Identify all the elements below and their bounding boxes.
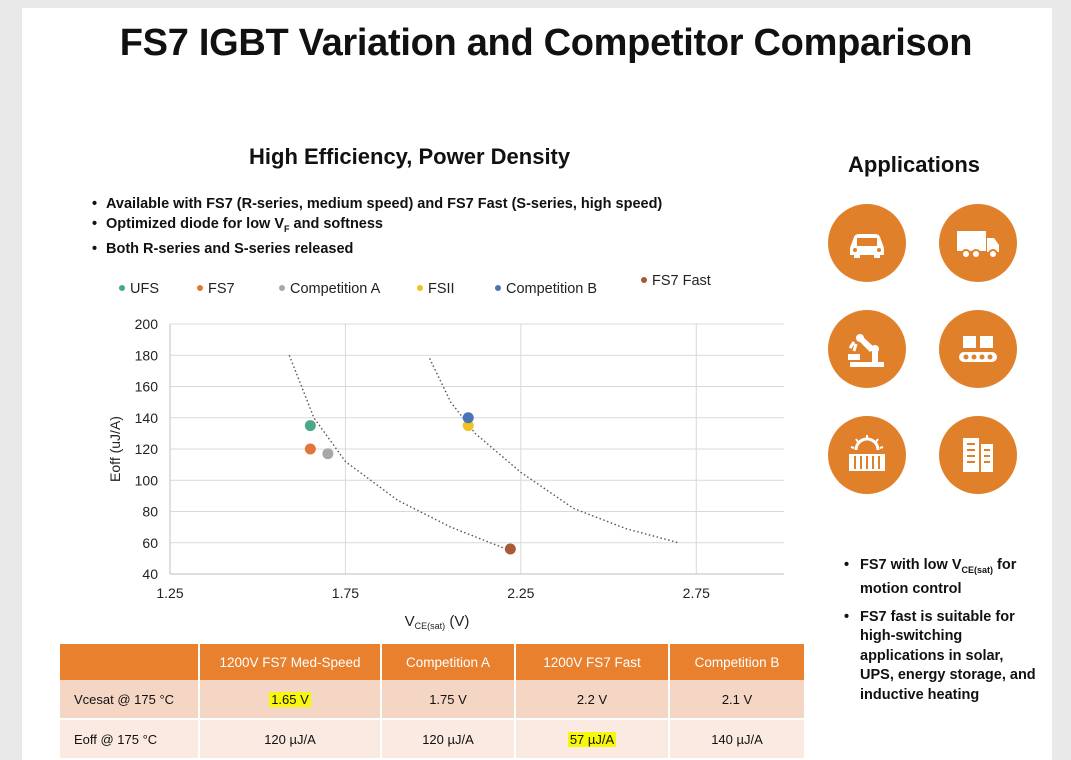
x-tick-label: 2.75: [683, 585, 710, 601]
car-icon: [828, 204, 906, 282]
table-header: 1200V FS7 Med-Speed: [199, 644, 382, 680]
highlighted-value: 1.65 V: [269, 691, 311, 707]
legend-entry: FSII: [428, 281, 455, 297]
x-axis-label: VCE(sat) (V): [405, 613, 470, 631]
table-cell: 57 µJ/A: [515, 719, 670, 760]
scatter-chart: 40 60 80 100 120 140 160 180 200 1.25 1.75 2.25 2.75…: [107, 273, 784, 631]
y-axis-label: Eoff (uJ/A): [107, 416, 123, 482]
point-ufs: [304, 420, 316, 432]
slide-title: FS7 IGBT Variation and Competitor Compar…: [119, 22, 973, 64]
comparison-table: 1200V FS7 Med-Speed Competition A 1200V …: [60, 644, 806, 760]
legend-marker: [279, 285, 285, 291]
trendline: [428, 358, 679, 544]
y-tick-label: 120: [135, 441, 159, 457]
y-tick-label: 80: [142, 504, 158, 520]
bullet-item: Both R-series and S-series released: [92, 239, 662, 259]
note-motion-control: FS7 with low VCE(sat) for motion control: [842, 556, 1040, 600]
legend-marker: [495, 285, 501, 291]
point-competition-a: [322, 448, 334, 460]
bullet-item: Optimized diode for low VF and softness: [92, 214, 662, 239]
row-label: Eoff @ 175 °C: [60, 719, 200, 760]
legend-marker: [417, 285, 423, 291]
application-notes: FS7 with low VCE(sat) for motion control…: [842, 556, 1040, 713]
table-cell: 120 µJ/A: [199, 719, 382, 760]
y-tick-label: 100: [135, 472, 159, 488]
x-tick-label: 2.25: [507, 585, 534, 601]
x-tick-label: 1.75: [332, 585, 359, 601]
battery-storage-icon: [939, 416, 1017, 494]
trendline: [288, 355, 511, 552]
y-tick-label: 60: [142, 535, 158, 551]
table-header: 1200V FS7 Fast: [515, 644, 670, 680]
table-cell: 1.75 V: [381, 680, 516, 720]
highlighted-value: 57 µJ/A: [567, 731, 617, 747]
solar-building-icon: [828, 416, 906, 494]
robot-arm-icon: [828, 310, 906, 388]
applications-title: Applications: [848, 152, 981, 177]
feature-bullets: Available with FS7 (R-series, medium spe…: [92, 194, 662, 259]
conveyor-icon: [939, 310, 1017, 388]
x-tick-label: 1.25: [156, 585, 183, 601]
legend-entry: Competition B: [506, 281, 597, 297]
truck-icon: [939, 204, 1017, 282]
legend-entry: FS7 Fast: [652, 273, 711, 289]
table-cell: 120 µJ/A: [381, 719, 516, 760]
table-header: Competition B: [669, 644, 806, 680]
legend-entry: FS7: [208, 281, 235, 297]
legend-entry: Competition A: [290, 281, 381, 297]
note-fast-switching: FS7 fast is suitable for high-switching …: [842, 608, 1040, 706]
legend-marker: [119, 285, 125, 291]
point-fsii: [462, 420, 474, 432]
slide: FS7 IGBT Variation and Competitor Compar…: [22, 8, 1052, 760]
point-competition-b: [462, 412, 474, 424]
y-tick-label: 160: [135, 379, 159, 395]
y-tick-label: 200: [135, 316, 159, 332]
table-cell: 2.2 V: [515, 680, 670, 720]
table-header: [60, 644, 200, 680]
table-cell: 2.1 V: [669, 680, 806, 720]
legend-marker: [641, 277, 647, 283]
legend-marker: [197, 285, 203, 291]
table-header-row: 1200V FS7 Med-Speed Competition A 1200V …: [60, 644, 806, 680]
chart-subtitle: High Efficiency, Power Density: [249, 144, 571, 169]
table-cell: 140 µJ/A: [669, 719, 806, 760]
table-header: Competition A: [381, 644, 516, 680]
bullet-item: Available with FS7 (R-series, medium spe…: [92, 194, 662, 214]
y-tick-label: 180: [135, 347, 159, 363]
y-tick-label: 40: [142, 566, 158, 582]
y-tick-label: 140: [135, 410, 159, 426]
point-fs7: [304, 443, 316, 455]
table-row: Eoff @ 175 °C 120 µJ/A 120 µJ/A 57 µJ/A …: [60, 719, 806, 760]
legend-entry: UFS: [130, 281, 159, 297]
table-row: Vcesat @ 175 °C 1.65 V 1.75 V 2.2 V 2.1 …: [60, 680, 806, 720]
point-fs7-fast: [504, 543, 516, 555]
row-label: Vcesat @ 175 °C: [60, 680, 200, 720]
table-cell: 1.65 V: [199, 680, 382, 720]
